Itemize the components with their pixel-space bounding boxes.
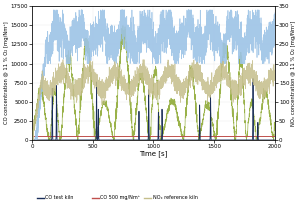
Legend: CO test kiln, CO reference kiln, CO 500 mg/Nm³, NOₓ test kiln, NOₓ reference kil: CO test kiln, CO reference kiln, CO 500 … — [35, 193, 200, 200]
Y-axis label: NOₓ concentration @ 11 % O₂ [mg/Nm³]: NOₓ concentration @ 11 % O₂ [mg/Nm³] — [291, 20, 296, 126]
X-axis label: Time [s]: Time [s] — [139, 151, 168, 157]
Y-axis label: CO concentration @ 11 % O₂ [mg/Nm³]: CO concentration @ 11 % O₂ [mg/Nm³] — [4, 22, 9, 124]
